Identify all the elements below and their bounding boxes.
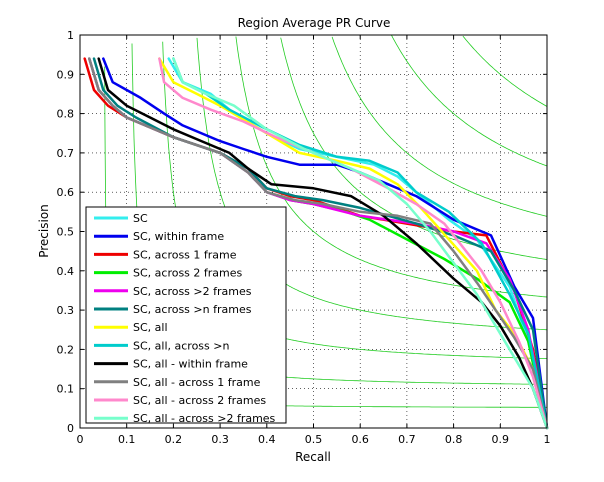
x-tick-label: 0.9: [492, 433, 510, 446]
tick-layer: 0 0.1 0.2 0.3 0.4 0.5 0.6 0.7 0.8 0.9 1 0 0.1 0.2 0.3 0…: [57, 29, 551, 446]
legend-items: SC SC, within frame SC, across 1 frame SC, …: [94, 212, 276, 425]
f-iso-curve: [391, 35, 548, 167]
x-tick-label: 0.7: [398, 433, 416, 446]
legend-label: SC, across >n frames: [133, 303, 252, 316]
y-axis-label: Precision: [37, 204, 51, 258]
legend-label: SC, all - within frame: [133, 358, 248, 371]
f-iso-curve: [331, 36, 548, 217]
x-tick-label: 0.1: [118, 433, 136, 446]
x-tick-label: 0.2: [165, 433, 183, 446]
x-tick-label: 0.5: [305, 433, 323, 446]
series-line: [88, 57, 549, 430]
x-tick-label: 0.4: [258, 433, 276, 446]
y-tick-label: 0.1: [57, 383, 75, 396]
x-axis-label: Recall: [295, 450, 331, 464]
f-iso-curve: [280, 37, 548, 260]
x-tick-label: 0.8: [445, 433, 463, 446]
y-tick-label: 0.8: [57, 108, 75, 121]
series-line: [102, 57, 549, 430]
legend-label: SC, within frame: [133, 230, 224, 243]
legend-label: SC, across >2 frames: [133, 285, 252, 298]
legend-label: SC, across 1 frame: [133, 248, 237, 261]
y-tick-label: 0.6: [57, 186, 75, 199]
series-line: [172, 57, 549, 430]
x-tick-label: 0.6: [351, 433, 369, 446]
y-tick-label: 0.7: [57, 147, 75, 160]
x-tick-label: 1: [544, 433, 551, 446]
f-iso-curve: [462, 35, 548, 107]
series-line: [172, 57, 549, 430]
legend-label: SC: [133, 212, 148, 225]
x-tick-label: 0: [77, 433, 84, 446]
legend-label: SC, all, across >n: [133, 339, 229, 352]
legend: SC SC, within frame SC, across 1 frame SC, …: [85, 206, 287, 425]
series-line: [92, 57, 549, 430]
y-tick-label: 0.2: [57, 343, 75, 356]
series-layer: [83, 57, 549, 430]
chart-title: Region Average PR Curve: [238, 16, 391, 30]
y-tick-label: 0.9: [57, 68, 75, 81]
legend-box: [85, 206, 287, 424]
legend-label: SC, all: [133, 321, 168, 334]
series-line: [97, 57, 549, 430]
legend-label: SC, all - across >2 frames: [133, 412, 276, 425]
y-tick-label: 1: [67, 29, 74, 42]
y-tick-label: 0.5: [57, 226, 75, 239]
y-tick-label: 0.4: [57, 265, 75, 278]
legend-label: SC, all - across 1 frame: [133, 376, 261, 389]
legend-label: SC, across 2 frames: [133, 267, 243, 280]
y-tick-label: 0.3: [57, 304, 75, 317]
legend-label: SC, all - across 2 frames: [133, 394, 266, 407]
x-tick-label: 0.3: [211, 433, 229, 446]
y-tick-label: 0: [67, 422, 74, 435]
